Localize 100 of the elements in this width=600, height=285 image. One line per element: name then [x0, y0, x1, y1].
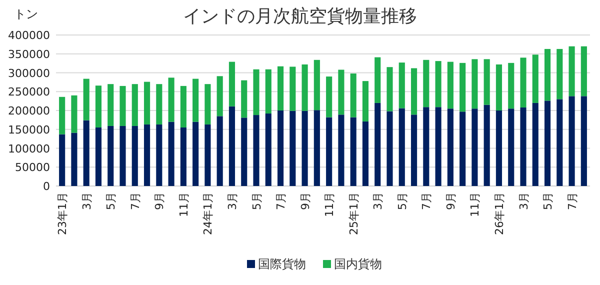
- legend-label: 国際貨物: [258, 257, 306, 271]
- bar: [350, 74, 356, 118]
- bar: [290, 66, 296, 111]
- bar: [544, 48, 551, 101]
- bar: [314, 110, 320, 186]
- bar: [338, 114, 344, 186]
- x-tick-label: 9月: [444, 192, 458, 210]
- bar: [241, 80, 248, 118]
- x-tick-label: 3月: [80, 192, 94, 210]
- y-tick-label: 300000: [8, 66, 50, 80]
- bar: [302, 64, 308, 111]
- y-tick-label: 50000: [15, 161, 50, 174]
- x-tick-label: 11月: [177, 192, 190, 217]
- bar: [435, 61, 442, 108]
- bar: [362, 121, 369, 186]
- bar: [302, 110, 308, 186]
- bar: [410, 114, 418, 186]
- y-tick-label: 200000: [8, 104, 50, 118]
- y-tick-label: 400000: [8, 29, 50, 42]
- bar: [520, 58, 526, 108]
- x-tick-label: 11月: [323, 192, 336, 217]
- bar: [168, 78, 174, 122]
- bar: [398, 62, 405, 108]
- bar: [460, 62, 466, 112]
- x-tick-label: 24年1月: [202, 192, 215, 235]
- y-axis-title: トン: [14, 7, 38, 21]
- bar: [532, 54, 538, 103]
- bar: [423, 107, 430, 186]
- bar: [156, 84, 162, 124]
- x-tick-label: 9月: [298, 192, 312, 210]
- bar: [132, 126, 138, 186]
- bar: [484, 104, 490, 186]
- bar: [374, 57, 381, 103]
- x-tick-label: 23年1月: [56, 192, 70, 235]
- bar: [277, 110, 284, 186]
- bar: [326, 76, 332, 118]
- bar: [228, 62, 236, 106]
- bar: [374, 102, 381, 186]
- bar: [435, 107, 442, 186]
- bar: [362, 81, 369, 122]
- bar: [228, 106, 236, 186]
- y-tick-label: 250000: [8, 86, 50, 99]
- bar: [156, 124, 162, 186]
- bar: [423, 60, 430, 108]
- bar: [95, 86, 102, 128]
- bar: [472, 59, 478, 109]
- bar: [410, 68, 418, 115]
- x-tick-label: 11月: [468, 192, 482, 217]
- bar: [556, 48, 563, 100]
- x-tick-label: 3月: [372, 192, 385, 210]
- bar: [144, 124, 150, 186]
- bar: [580, 96, 587, 186]
- legend-label: 国内貨物: [334, 257, 382, 271]
- bar: [265, 114, 272, 186]
- bar: [568, 96, 575, 186]
- x-tick-label: 7月: [420, 192, 434, 210]
- x-tick-label: 26年1月: [492, 192, 506, 235]
- x-tick-label: 7月: [274, 192, 288, 210]
- bar: [120, 86, 126, 126]
- y-tick-label: 100000: [8, 142, 50, 156]
- bar: [398, 108, 405, 186]
- x-tick-label: 25年1月: [347, 192, 360, 235]
- bar: [265, 69, 272, 114]
- bar: [508, 108, 514, 186]
- bar: [460, 112, 466, 186]
- bar: [508, 62, 514, 109]
- bar: [132, 84, 138, 126]
- bar: [108, 84, 114, 126]
- bar: [180, 127, 186, 186]
- bar: [120, 126, 126, 186]
- bar: [496, 110, 502, 186]
- bar: [568, 46, 575, 96]
- x-tick-label: 5月: [542, 192, 555, 210]
- bar: [314, 60, 320, 110]
- x-tick-label: 3月: [517, 192, 530, 210]
- x-tick-label: 5月: [104, 192, 118, 210]
- bar: [253, 115, 260, 186]
- x-tick-label: 5月: [250, 192, 264, 210]
- bar: [532, 102, 538, 186]
- bar: [290, 110, 296, 186]
- bar: [204, 124, 211, 186]
- bar: [192, 78, 199, 122]
- bar: [180, 86, 186, 128]
- bar: [580, 46, 587, 96]
- bar: [59, 134, 66, 186]
- bar: [484, 59, 490, 105]
- bar: [253, 69, 260, 116]
- x-tick-label: 5月: [396, 192, 409, 210]
- x-tick-label: 3月: [226, 192, 239, 210]
- chart-title: インドの月次航空貨物量推移: [183, 6, 417, 27]
- bar: [216, 76, 223, 116]
- bar: [95, 127, 102, 186]
- bar: [71, 132, 78, 186]
- bar: [144, 82, 150, 124]
- bar: [192, 122, 199, 186]
- bar: [520, 107, 526, 186]
- bar: [350, 117, 356, 186]
- bar: [241, 118, 248, 186]
- bar: [108, 126, 114, 186]
- bar: [326, 117, 332, 186]
